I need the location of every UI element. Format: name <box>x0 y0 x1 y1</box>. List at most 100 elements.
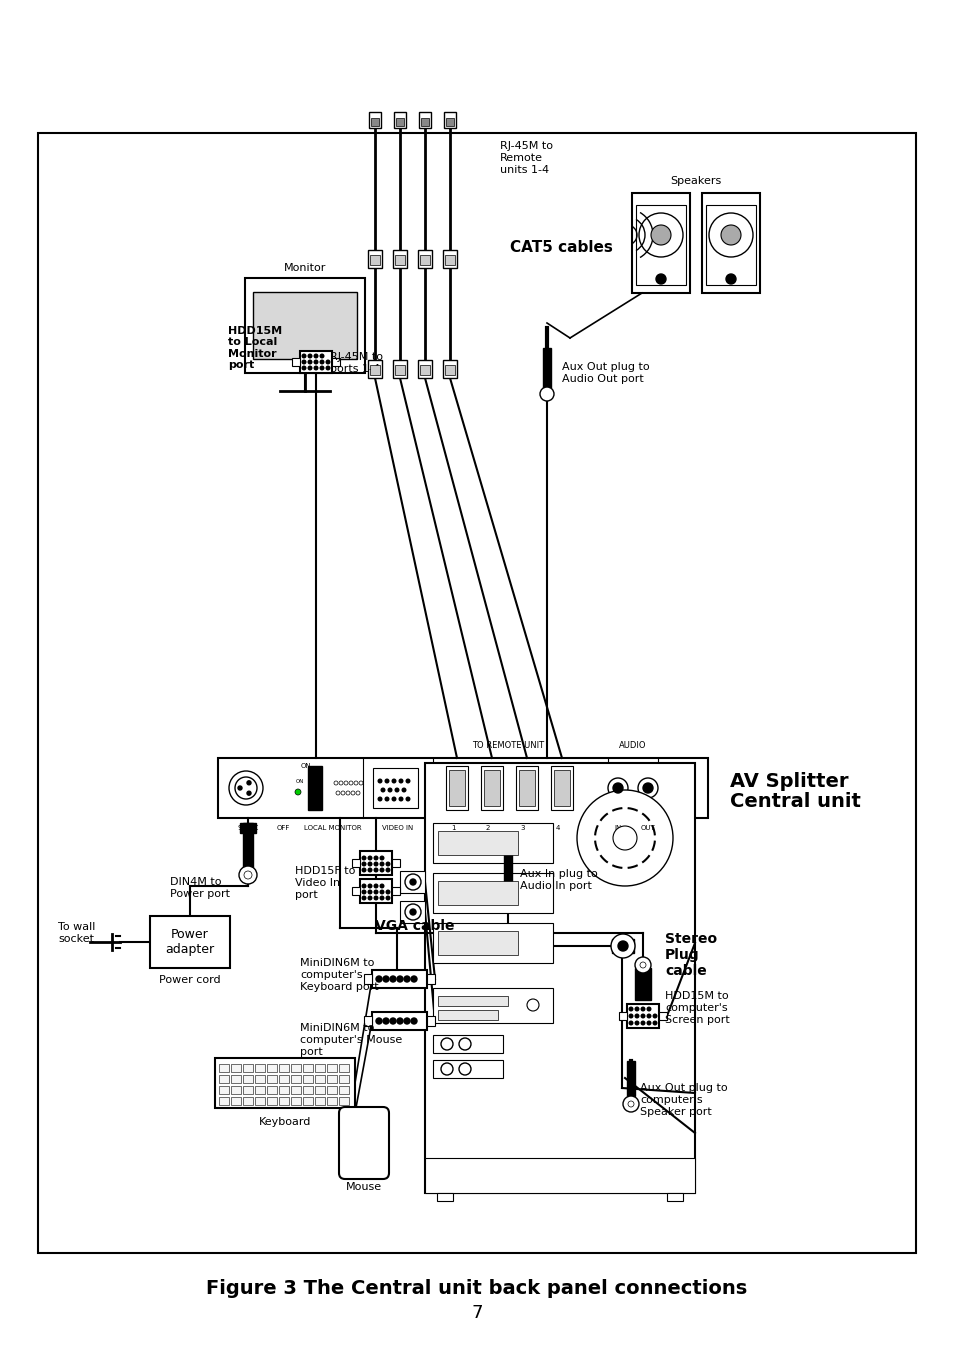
Text: AUDIO: AUDIO <box>618 741 646 751</box>
Bar <box>395 255 405 266</box>
Bar <box>243 824 253 874</box>
FancyBboxPatch shape <box>338 1107 389 1180</box>
Bar <box>424 763 695 1193</box>
Bar <box>612 940 634 953</box>
Text: Mouse: Mouse <box>346 1182 381 1192</box>
Bar <box>427 975 435 984</box>
Bar <box>219 1074 229 1082</box>
Bar <box>338 1064 349 1072</box>
Bar <box>254 1097 265 1105</box>
Circle shape <box>458 1038 471 1050</box>
Text: RJ-45M to
ports 1-4: RJ-45M to ports 1-4 <box>330 352 382 373</box>
Circle shape <box>406 779 410 783</box>
Bar <box>359 879 392 903</box>
Bar <box>394 112 406 128</box>
Bar <box>399 900 424 923</box>
Bar <box>267 1074 276 1082</box>
Circle shape <box>410 909 416 915</box>
Bar <box>393 360 407 377</box>
Bar <box>433 874 553 913</box>
Text: Speakers: Speakers <box>670 177 720 186</box>
Circle shape <box>640 1007 644 1011</box>
Bar <box>278 1097 289 1105</box>
Circle shape <box>390 1018 395 1024</box>
Bar <box>417 249 432 268</box>
Circle shape <box>237 786 242 790</box>
Circle shape <box>314 360 317 364</box>
Bar <box>626 1061 635 1096</box>
Circle shape <box>406 797 410 801</box>
Bar <box>392 859 399 867</box>
Circle shape <box>635 1022 639 1024</box>
Bar <box>278 1064 289 1072</box>
Circle shape <box>374 863 377 865</box>
Bar <box>231 1097 241 1105</box>
Bar <box>278 1074 289 1082</box>
Bar <box>291 1097 301 1105</box>
Circle shape <box>629 1022 632 1024</box>
Text: Aux Out plug to
Audio Out port: Aux Out plug to Audio Out port <box>561 363 649 384</box>
Bar <box>308 766 322 810</box>
Bar <box>433 988 553 1023</box>
Bar <box>433 1035 502 1053</box>
Circle shape <box>392 779 395 783</box>
Circle shape <box>382 1018 389 1024</box>
Circle shape <box>362 896 365 900</box>
Circle shape <box>374 868 377 872</box>
Circle shape <box>362 890 365 894</box>
Circle shape <box>642 783 652 793</box>
Bar <box>369 112 380 128</box>
Bar <box>370 255 379 266</box>
Text: DIN4M to
Power port: DIN4M to Power port <box>170 878 230 899</box>
Bar <box>303 1097 313 1105</box>
Text: RJ-45M to
Remote
units 1-4: RJ-45M to Remote units 1-4 <box>499 142 553 175</box>
Text: Power cord: Power cord <box>159 975 220 985</box>
Text: OFF: OFF <box>276 825 290 830</box>
Text: HDD15F to
Video In
port: HDD15F to Video In port <box>294 867 355 899</box>
Circle shape <box>385 797 389 801</box>
Text: ON: ON <box>300 763 311 768</box>
Bar <box>254 1074 265 1082</box>
Bar <box>254 1064 265 1072</box>
Circle shape <box>354 780 357 785</box>
Bar <box>291 1074 301 1082</box>
Bar <box>705 205 755 284</box>
Circle shape <box>374 890 377 894</box>
Bar <box>267 1097 276 1105</box>
Bar <box>243 1064 253 1072</box>
Circle shape <box>374 896 377 900</box>
Circle shape <box>607 778 627 798</box>
Bar <box>437 931 517 954</box>
Bar <box>483 770 499 806</box>
Circle shape <box>405 874 420 890</box>
Circle shape <box>385 779 389 783</box>
Text: TO REMOTE UNIT: TO REMOTE UNIT <box>472 741 543 751</box>
Bar <box>231 1064 241 1072</box>
Circle shape <box>335 791 339 795</box>
Circle shape <box>396 1018 402 1024</box>
Circle shape <box>402 789 405 791</box>
Circle shape <box>725 274 735 284</box>
Circle shape <box>656 274 665 284</box>
Text: MiniDIN6M to
computer's
Keyboard port: MiniDIN6M to computer's Keyboard port <box>299 958 378 992</box>
Text: VGA cable: VGA cable <box>375 919 454 933</box>
Circle shape <box>380 884 383 888</box>
Bar <box>219 1086 229 1095</box>
Text: LOCAL MONITOR: LOCAL MONITOR <box>304 825 361 830</box>
Bar <box>299 350 332 373</box>
Text: Aux In plug to
Audio In port: Aux In plug to Audio In port <box>519 869 598 891</box>
Circle shape <box>458 1064 471 1074</box>
Circle shape <box>653 1022 656 1024</box>
Bar <box>240 824 255 833</box>
Circle shape <box>314 367 317 369</box>
Circle shape <box>320 355 323 357</box>
Circle shape <box>314 355 317 357</box>
Bar <box>243 1074 253 1082</box>
Text: MiniDIN6M to
computer's Mouse
port: MiniDIN6M to computer's Mouse port <box>299 1023 402 1057</box>
Circle shape <box>247 791 251 795</box>
Circle shape <box>375 976 381 981</box>
Bar <box>554 770 569 806</box>
Bar <box>245 278 365 373</box>
Bar <box>38 133 915 1254</box>
Circle shape <box>640 1014 644 1018</box>
